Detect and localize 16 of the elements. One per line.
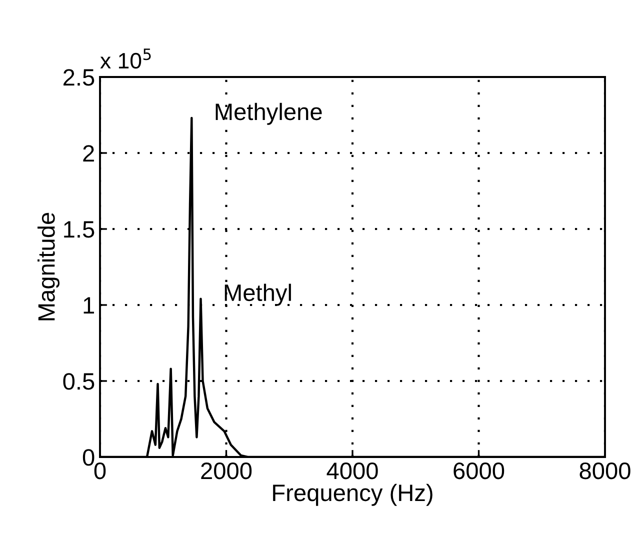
y-tick-label: 2 [83,145,94,162]
y-tick-label: 1 [84,297,94,314]
y-tick-label: 1.5 [64,221,94,238]
y-tick-label: 0.5 [63,373,94,390]
annotation: Methyl [224,284,291,306]
x-tick-label: 0 [94,462,106,480]
x-tick-label: 2000 [201,462,252,480]
y-tick-label: 2.5 [64,69,94,86]
y-tick-label: 0 [82,449,94,466]
x-tick-label: 8000 [580,462,630,480]
x-tick-label: 6000 [454,462,504,480]
x-tick-label: 4000 [326,462,378,480]
annotation: Methylene [216,102,322,125]
x-axis-title: Frequency (Hz) [273,484,432,506]
text: x 10$^{5}$ [100,48,151,69]
y-axis-title: Magnitude [38,212,60,320]
